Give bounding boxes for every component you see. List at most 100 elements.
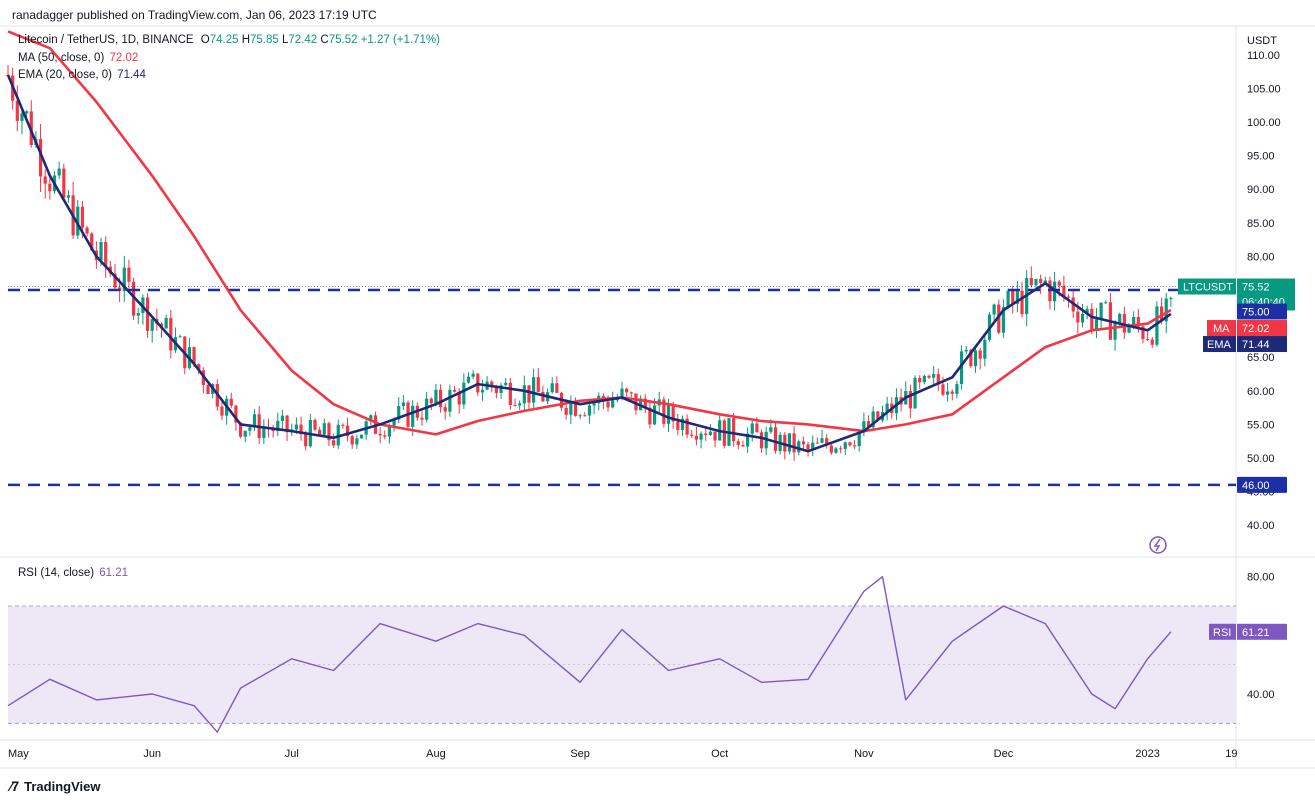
candle-body — [843, 442, 847, 449]
candle-body — [57, 168, 61, 176]
candle-body — [1062, 285, 1066, 297]
candle-body — [922, 375, 926, 383]
candle-body — [839, 448, 843, 450]
ma-tag-bg — [1207, 320, 1236, 337]
candle-body — [448, 389, 452, 412]
candle-body — [978, 350, 982, 359]
time-tick-label: Jun — [143, 748, 161, 760]
candle-body — [918, 377, 922, 383]
candle-body — [699, 433, 703, 440]
candle-body — [857, 432, 861, 447]
candle-body — [229, 398, 233, 406]
candle-body — [99, 242, 103, 261]
candle-body — [583, 415, 587, 417]
rsi-tag: RSI — [1213, 627, 1231, 639]
price-tick-label: 110.00 — [1247, 50, 1280, 62]
candle-body — [862, 421, 866, 433]
candle-body — [392, 419, 396, 426]
candle-body — [280, 415, 285, 421]
candle-body — [294, 424, 298, 430]
candle-body — [1169, 297, 1173, 299]
candle-body — [1066, 296, 1071, 298]
high-value: 75.85 — [250, 34, 279, 46]
candle-body — [104, 242, 108, 267]
candle-body — [1043, 280, 1047, 284]
candle-body — [755, 423, 759, 433]
candle-body — [238, 422, 243, 437]
candle-body — [825, 438, 829, 446]
candle-body — [1113, 323, 1117, 340]
candle-body — [1132, 316, 1136, 327]
candle-body — [959, 351, 964, 385]
candle-body — [471, 373, 475, 377]
candle-body — [443, 407, 447, 412]
rsi-value-tag: 61.21 — [1242, 627, 1270, 639]
candle-body — [131, 281, 136, 316]
candle-body — [345, 425, 350, 437]
candle-body — [1057, 281, 1061, 286]
candle-body — [322, 423, 326, 435]
price-tick-label: 100.00 — [1247, 117, 1281, 129]
rsi-band — [8, 606, 1236, 724]
symbol-title: Litecoin / TetherUS, 1D, BINANCE — [18, 34, 194, 46]
candle-body — [452, 389, 457, 392]
candle-body — [555, 383, 559, 393]
ltc-symbol-tag: LTCUSDT — [1183, 282, 1233, 294]
candle-body — [1141, 326, 1145, 340]
rsi-value-tag-bg — [1237, 623, 1287, 640]
candle-body — [518, 403, 522, 406]
time-tick-label: Dec — [994, 748, 1014, 760]
candle-body — [611, 400, 615, 408]
candle-body — [741, 445, 745, 447]
candle-body — [508, 382, 512, 405]
price-tick-label: 90.00 — [1247, 184, 1275, 196]
candle-body — [150, 319, 154, 331]
candle-body — [550, 383, 554, 393]
ema-value-tag: 71.44 — [1242, 339, 1270, 351]
rsi-legend-value: 61.21 — [99, 567, 129, 579]
tradingview-logo[interactable]: ⁄7 TradingView — [10, 778, 100, 794]
time-tick-label: 2023 — [1135, 748, 1159, 760]
candle-body — [169, 317, 173, 351]
candle-body — [745, 433, 750, 447]
candle-body — [666, 405, 671, 424]
time-tick-label: May — [8, 748, 29, 760]
candle-body — [704, 433, 708, 436]
candle-body — [434, 389, 438, 404]
tradingview-brand: TradingView — [24, 778, 101, 794]
ma-tag: MA — [1213, 323, 1230, 335]
candle-body — [690, 434, 694, 436]
candle-body — [955, 384, 959, 394]
candle-body — [206, 385, 210, 395]
candle-body — [369, 415, 373, 422]
candle-body — [220, 406, 224, 416]
candle-body — [806, 444, 810, 450]
candle-body — [145, 297, 150, 331]
price-tick-label: 85.00 — [1247, 218, 1275, 230]
rsi-tick-label: 80.00 — [1247, 572, 1275, 584]
candle-body — [85, 227, 89, 234]
candle-body — [908, 390, 912, 409]
price-tick-label: 50.00 — [1247, 453, 1275, 465]
candle-body — [1155, 306, 1159, 345]
ma-legend-value: 72.02 — [109, 52, 139, 64]
candle-body — [1076, 311, 1080, 323]
time-tick-label: Aug — [426, 748, 446, 760]
candle-body — [732, 418, 736, 442]
candle-body — [285, 415, 289, 433]
candle-body — [178, 336, 182, 338]
ma-50-line — [7, 30, 1172, 436]
candle-body — [499, 385, 503, 393]
candle-body — [634, 393, 638, 411]
ltc-price-tag: 75.52 — [1242, 282, 1270, 294]
candle-body — [243, 430, 247, 437]
candle-body — [643, 398, 647, 408]
candle-body — [708, 431, 712, 436]
candle-body — [327, 423, 331, 441]
candle-body — [992, 304, 996, 315]
currency-label: USDT — [1247, 35, 1277, 47]
candle-body — [792, 433, 796, 453]
candle-body — [1085, 308, 1089, 314]
candle-body — [411, 405, 415, 427]
